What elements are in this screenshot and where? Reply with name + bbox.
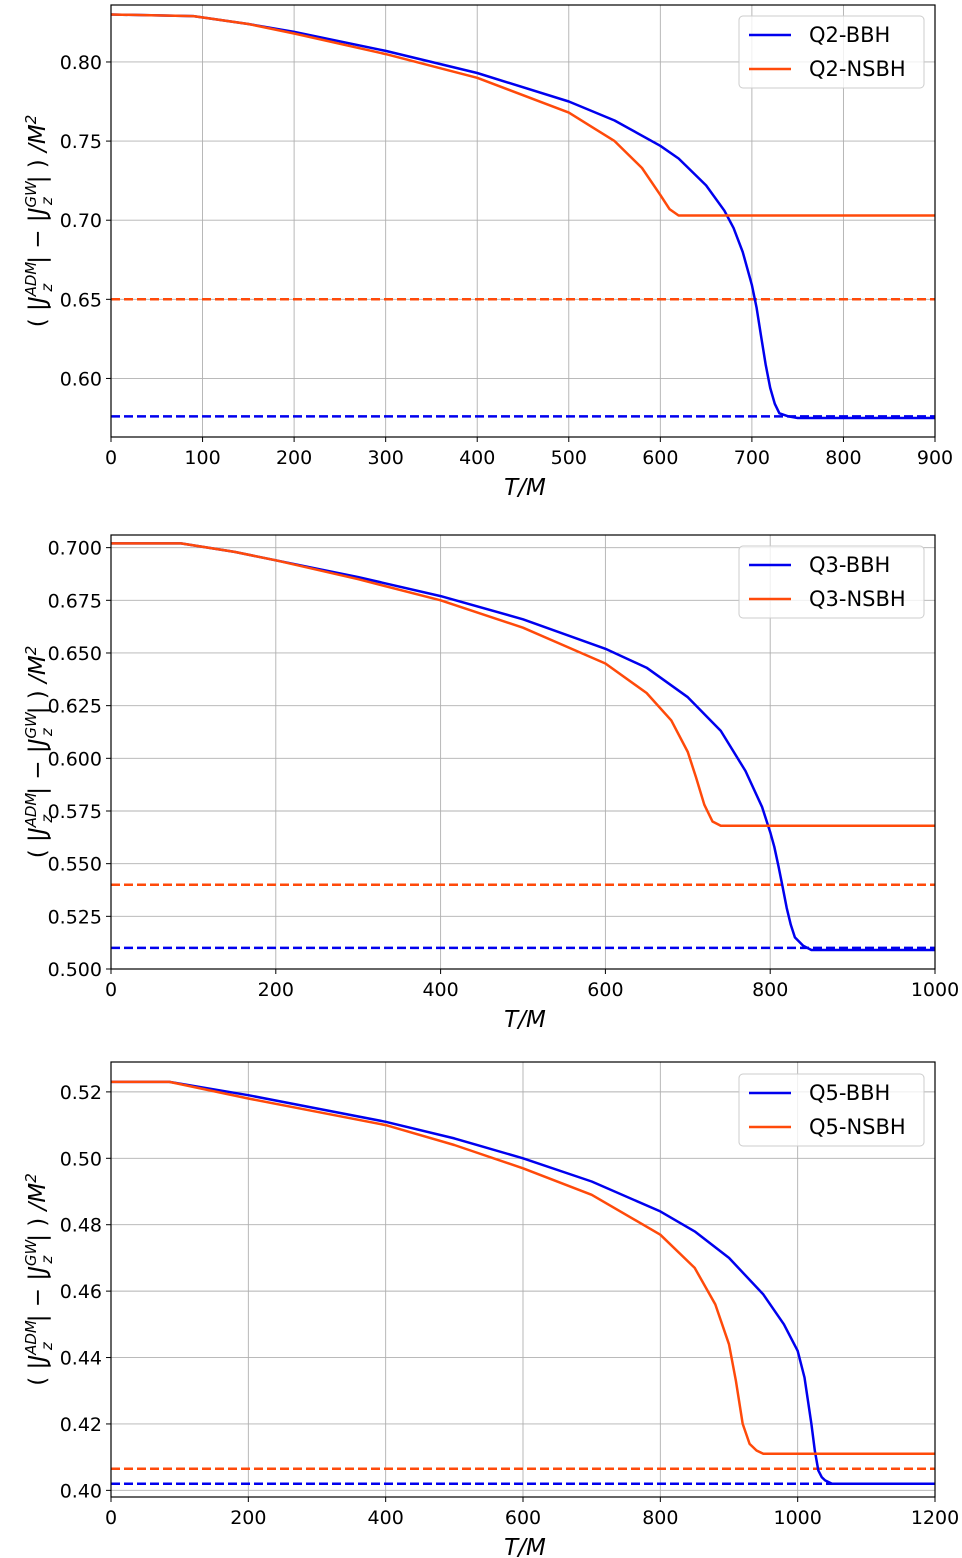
y-tick-label: 0.600 bbox=[48, 748, 102, 770]
series-line-q2-bbh bbox=[110, 13, 935, 420]
series-line-q3-bbh bbox=[111, 542, 935, 952]
x-axis-label: T/M bbox=[504, 1535, 546, 1558]
y-tick-label: 0.70 bbox=[60, 210, 102, 232]
x-tick-label: 0 bbox=[105, 1507, 117, 1529]
chart-panel-2: 0 200 400 600 800 1000 0.500 0.525 0.550 0.575 0.6… bbox=[22, 534, 959, 1033]
x-axis-label: T/M bbox=[504, 1007, 546, 1033]
y-tick-label: 0.625 bbox=[48, 696, 102, 718]
legend-label-q2-bbh: Q2-BBH bbox=[809, 23, 890, 47]
x-tick-label: 0 bbox=[105, 979, 117, 1001]
y-tick-label: 0.60 bbox=[60, 368, 102, 390]
y-tick-label: 0.75 bbox=[60, 131, 102, 153]
legend: Q2-BBH Q2-NSBH bbox=[738, 15, 925, 89]
x-tick-label: 400 bbox=[459, 447, 495, 469]
x-tick-label: 400 bbox=[368, 1507, 404, 1529]
plot-frame bbox=[110, 4, 936, 438]
y-tick-label: 0.525 bbox=[48, 906, 102, 928]
y-tick-label: 0.40 bbox=[60, 1480, 102, 1502]
legend-label-q5-nsbh: Q5-NSBH bbox=[809, 1115, 906, 1139]
series-line-q5-bbh bbox=[111, 1080, 935, 1485]
y-tick-label: 0.650 bbox=[48, 643, 102, 665]
y-axis-label: ( |JADMz| − |JGWz| ) /M2 bbox=[22, 646, 56, 859]
x-tick-label: 1000 bbox=[773, 1507, 821, 1529]
x-tick-label: 1200 bbox=[911, 1507, 959, 1529]
legend: Q5-BBH Q5-NSBH bbox=[738, 1073, 925, 1147]
y-tick-label: 0.575 bbox=[48, 801, 102, 823]
x-tick-label: 100 bbox=[184, 447, 220, 469]
y-tick-label: 0.675 bbox=[48, 590, 102, 612]
x-tick-label: 500 bbox=[551, 447, 587, 469]
legend-label-q2-nsbh: Q2-NSBH bbox=[809, 57, 906, 81]
x-tick-label: 200 bbox=[230, 1507, 266, 1529]
y-tick-label: 0.50 bbox=[60, 1148, 102, 1170]
x-tick-label: 1000 bbox=[911, 979, 959, 1001]
y-tick-label: 0.80 bbox=[60, 52, 102, 74]
y-tick-label: 0.48 bbox=[60, 1215, 102, 1237]
x-tick-label: 400 bbox=[422, 979, 458, 1001]
x-tick-label: 800 bbox=[752, 979, 788, 1001]
y-tick-label: 0.42 bbox=[60, 1414, 102, 1436]
legend-label-q5-bbh: Q5-BBH bbox=[809, 1081, 890, 1105]
x-tick-label: 800 bbox=[642, 1507, 678, 1529]
plot-frame bbox=[110, 534, 936, 970]
x-tick-label: 600 bbox=[505, 1507, 541, 1529]
x-tick-label: 200 bbox=[276, 447, 312, 469]
chart-panel-3: 0 200 400 600 800 1000 1200 0.40 0.42 0.44 0.46 0.4… bbox=[22, 1061, 959, 1558]
legend-label-q3-nsbh: Q3-NSBH bbox=[809, 587, 906, 611]
y-tick-label: 0.550 bbox=[48, 854, 102, 876]
series-line-q2-nsbh bbox=[110, 13, 935, 217]
y-tick-label: 0.700 bbox=[48, 538, 102, 560]
y-axis-label: ( |JADMz| − |JGWz| ) /M2 bbox=[22, 115, 56, 328]
x-tick-label: 600 bbox=[642, 447, 678, 469]
y-tick-label: 0.500 bbox=[48, 959, 102, 981]
y-tick-label: 0.65 bbox=[60, 289, 102, 311]
x-tick-label: 300 bbox=[368, 447, 404, 469]
x-tick-label: 800 bbox=[825, 447, 861, 469]
legend: Q3-BBH Q3-NSBH bbox=[738, 545, 925, 619]
y-tick-label: 0.52 bbox=[60, 1082, 102, 1104]
x-tick-label: 0 bbox=[105, 447, 117, 469]
series-line-q3-nsbh bbox=[111, 542, 935, 827]
chart-panel-1: 0 100 200 300 400 500 600 700 800 900 0.60 0.65 0.70… bbox=[22, 4, 953, 501]
y-tick-label: 0.44 bbox=[60, 1348, 102, 1370]
legend-label-q3-bbh: Q3-BBH bbox=[809, 553, 890, 577]
series-line-q5-nsbh bbox=[111, 1080, 935, 1456]
x-tick-label: 900 bbox=[917, 447, 953, 469]
y-tick-label: 0.46 bbox=[60, 1281, 102, 1303]
x-axis-label: T/M bbox=[504, 475, 546, 501]
y-axis-label: ( |JADMz| − |JGWz| ) /M2 bbox=[22, 1173, 56, 1386]
x-tick-label: 700 bbox=[734, 447, 770, 469]
x-tick-label: 600 bbox=[587, 979, 623, 1001]
x-tick-label: 200 bbox=[258, 979, 294, 1001]
